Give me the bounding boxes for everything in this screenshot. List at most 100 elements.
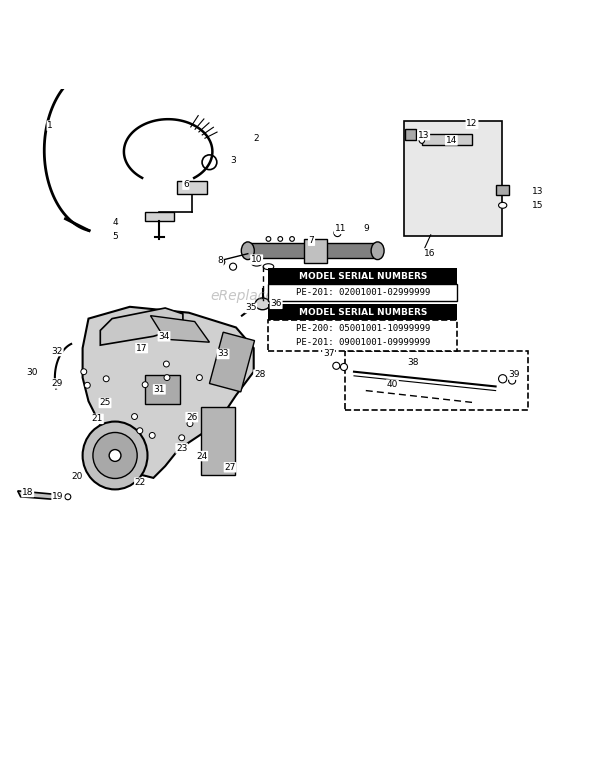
Ellipse shape	[290, 236, 294, 242]
Text: eReplacementParts.com: eReplacementParts.com	[210, 289, 380, 303]
Bar	[248, 243, 378, 258]
Polygon shape	[145, 212, 174, 221]
Text: 24: 24	[196, 452, 208, 460]
Text: 1: 1	[47, 121, 53, 130]
Ellipse shape	[499, 202, 507, 209]
Ellipse shape	[53, 494, 59, 500]
Text: 35: 35	[245, 304, 257, 312]
Text: 13: 13	[532, 186, 544, 196]
Ellipse shape	[266, 236, 271, 242]
Text: 37: 37	[323, 350, 335, 358]
Text: 29: 29	[51, 379, 63, 388]
Bar	[177, 180, 206, 193]
Bar	[405, 129, 416, 140]
Text: MODEL SERIAL NUMBERS: MODEL SERIAL NUMBERS	[299, 272, 427, 281]
Text: 34: 34	[158, 332, 170, 341]
Text: 20: 20	[71, 472, 83, 481]
Ellipse shape	[149, 433, 155, 439]
Ellipse shape	[187, 420, 193, 426]
Bar	[201, 407, 235, 475]
Bar	[268, 304, 457, 321]
Ellipse shape	[65, 494, 71, 500]
Ellipse shape	[132, 413, 137, 420]
Ellipse shape	[84, 382, 90, 388]
Text: 6: 6	[183, 180, 189, 189]
Text: 32: 32	[51, 347, 63, 356]
Text: 14: 14	[445, 136, 457, 145]
Ellipse shape	[371, 242, 384, 259]
Ellipse shape	[137, 428, 143, 433]
Bar	[209, 332, 254, 392]
Text: MODEL SERIAL NUMBERS: MODEL SERIAL NUMBERS	[299, 308, 427, 317]
Text: PE-200: 05001001-10999999: PE-200: 05001001-10999999	[296, 324, 430, 334]
Ellipse shape	[499, 374, 507, 383]
Ellipse shape	[509, 377, 516, 384]
Text: 23: 23	[176, 444, 188, 453]
Ellipse shape	[142, 382, 148, 387]
Ellipse shape	[164, 374, 170, 380]
Text: 12: 12	[466, 120, 478, 128]
Text: 4: 4	[112, 218, 118, 227]
Ellipse shape	[278, 236, 283, 242]
Ellipse shape	[196, 374, 202, 380]
Ellipse shape	[83, 422, 148, 489]
Bar	[496, 186, 509, 195]
Ellipse shape	[218, 258, 225, 265]
Text: 40: 40	[386, 380, 398, 389]
Text: PE-201: 09001001-09999999: PE-201: 09001001-09999999	[296, 338, 430, 347]
Ellipse shape	[241, 242, 254, 259]
Text: 9: 9	[363, 225, 369, 233]
Polygon shape	[150, 316, 209, 342]
Ellipse shape	[230, 263, 237, 270]
Text: 31: 31	[153, 385, 165, 394]
Text: 3: 3	[230, 156, 236, 165]
Ellipse shape	[340, 364, 348, 370]
Bar	[145, 374, 180, 404]
Text: 27: 27	[224, 463, 236, 472]
Bar	[304, 239, 327, 262]
Ellipse shape	[93, 433, 137, 479]
Text: 39: 39	[509, 370, 520, 379]
Ellipse shape	[419, 135, 425, 143]
Text: 16: 16	[424, 249, 435, 258]
Text: 2: 2	[254, 134, 260, 143]
Text: 13: 13	[418, 130, 430, 140]
Ellipse shape	[100, 403, 107, 410]
Text: 21: 21	[91, 414, 103, 423]
Text: 8: 8	[217, 256, 223, 265]
Text: 36: 36	[270, 299, 282, 308]
Text: 7: 7	[309, 236, 314, 245]
Polygon shape	[18, 491, 59, 500]
Ellipse shape	[179, 435, 185, 441]
Ellipse shape	[263, 264, 274, 270]
Text: 11: 11	[335, 225, 346, 233]
Bar	[268, 321, 457, 351]
Ellipse shape	[334, 229, 341, 236]
Text: 18: 18	[22, 488, 34, 496]
Text: 33: 33	[217, 350, 229, 358]
Text: 30: 30	[27, 368, 38, 377]
Ellipse shape	[251, 260, 262, 266]
Ellipse shape	[81, 369, 87, 374]
Ellipse shape	[109, 449, 121, 462]
Ellipse shape	[103, 376, 109, 382]
Text: 17: 17	[136, 344, 148, 353]
Bar	[404, 121, 502, 236]
Text: 26: 26	[186, 413, 198, 422]
Bar	[268, 285, 457, 301]
Bar	[268, 268, 457, 285]
Text: 28: 28	[254, 370, 266, 379]
Bar	[345, 351, 528, 410]
Text: 25: 25	[99, 399, 111, 407]
Text: 5: 5	[112, 232, 118, 241]
Ellipse shape	[333, 362, 340, 370]
Text: 38: 38	[407, 358, 419, 367]
Ellipse shape	[255, 298, 270, 310]
Bar	[422, 134, 472, 144]
Polygon shape	[100, 308, 183, 345]
Ellipse shape	[163, 361, 169, 367]
Text: 10: 10	[251, 255, 263, 264]
Text: 22: 22	[135, 478, 146, 487]
Text: PE-201: 02001001-02999999: PE-201: 02001001-02999999	[296, 288, 430, 297]
Text: 19: 19	[52, 492, 64, 502]
